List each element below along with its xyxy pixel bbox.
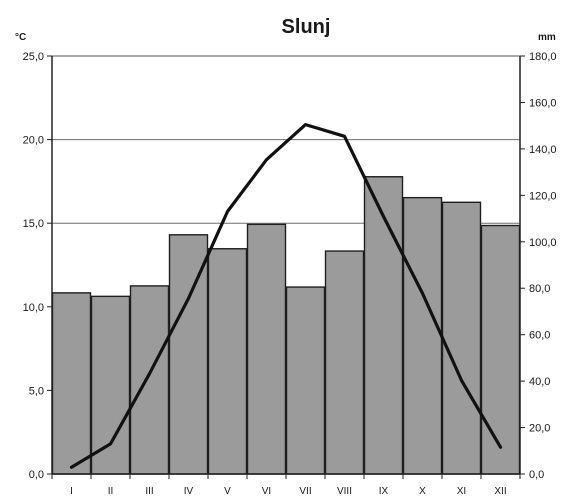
month-labels: I II III IV V VI VII VIII IX X XI XII: [70, 486, 507, 497]
precip-bar: [51, 292, 92, 475]
precip-bar: [324, 250, 365, 475]
left-tick-label: 5,0: [29, 385, 44, 397]
precip-bar: [129, 285, 170, 475]
right-tick-label: 120,0: [529, 190, 557, 202]
precip-bar: [90, 295, 131, 475]
month-label: I: [70, 486, 73, 497]
month-label: VII: [299, 486, 311, 497]
right-tick-label: 140,0: [529, 144, 557, 156]
month-label: IV: [184, 486, 194, 497]
left-tick-label: 15,0: [23, 218, 44, 230]
right-tick-label: 180,0: [529, 51, 557, 63]
temperature-line: [69, 123, 503, 469]
month-label: XII: [494, 486, 506, 497]
right-tick-label: 40,0: [529, 376, 550, 388]
precip-bar: [285, 286, 326, 475]
left-tick-label: 0,0: [29, 469, 44, 481]
right-tick-label: 0,0: [529, 469, 544, 481]
left-tick-label: 10,0: [23, 302, 44, 314]
month-label: VIII: [337, 486, 352, 497]
right-tick-label: 60,0: [529, 330, 550, 342]
precipitation-bars: [51, 176, 521, 475]
month-label: V: [224, 486, 231, 497]
month-label: XI: [457, 486, 466, 497]
right-axis-ticks: 0,0 20,0 40,0 60,0 80,0 100,0 120,0 140,0 160,0 1…: [520, 51, 557, 481]
right-tick-label: 20,0: [529, 423, 550, 435]
month-label: X: [419, 486, 426, 497]
left-tick-label: 20,0: [23, 135, 44, 147]
precip-bar: [207, 248, 248, 475]
precip-bar: [480, 224, 521, 475]
month-label: IX: [379, 486, 389, 497]
left-axis-ticks: 0,0 5,0 10,0 15,0 20,0 25,0: [23, 51, 52, 481]
right-tick-label: 100,0: [529, 237, 557, 249]
right-tick-label: 80,0: [529, 283, 550, 295]
precip-bar: [363, 176, 404, 475]
month-label: II: [108, 486, 114, 497]
chart-title: Slunj: [282, 16, 331, 38]
right-tick-label: 160,0: [529, 97, 557, 109]
month-label: III: [145, 486, 153, 497]
left-axis-unit: °C: [15, 32, 26, 43]
precip-bar: [441, 201, 482, 475]
right-axis-unit: mm: [538, 32, 556, 43]
month-label: VI: [262, 486, 271, 497]
plot-frame: [51, 55, 521, 479]
left-tick-label: 25,0: [23, 51, 44, 63]
precip-bar: [246, 223, 287, 475]
precip-bar: [402, 196, 443, 475]
